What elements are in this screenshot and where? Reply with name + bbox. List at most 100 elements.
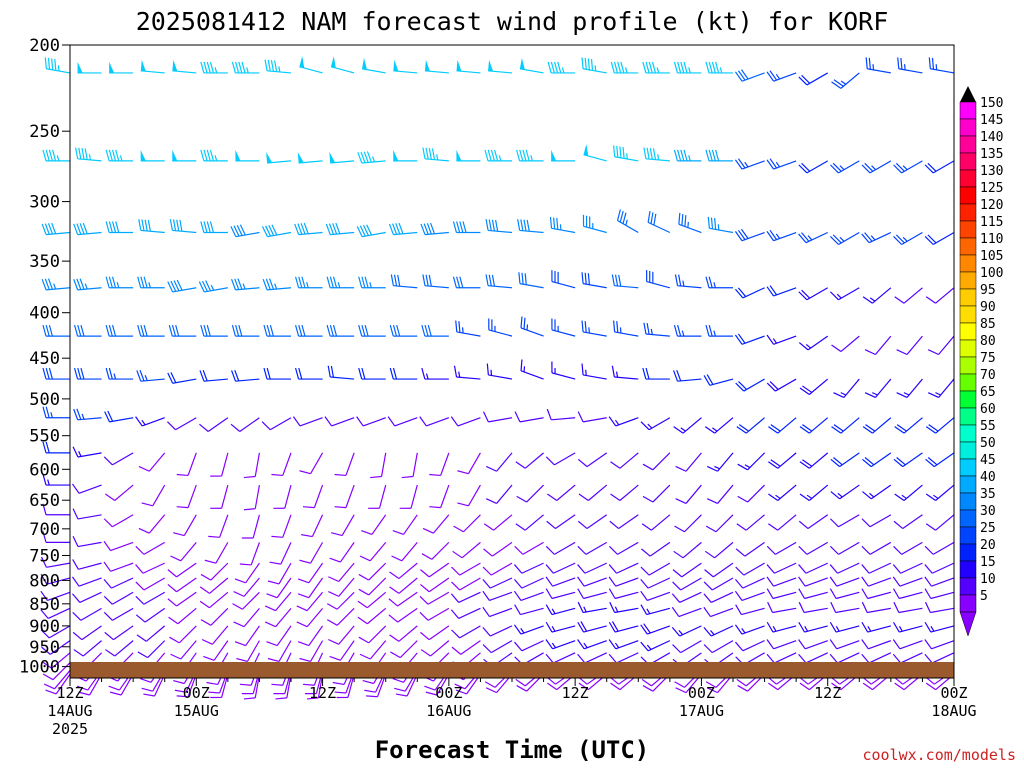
wind-barb xyxy=(766,652,797,664)
wind-barb xyxy=(399,484,418,509)
wind-barb xyxy=(829,588,860,600)
wind-barb xyxy=(329,152,355,164)
wind-barb xyxy=(513,562,544,574)
colorbar-cell xyxy=(959,594,977,613)
wind-barb xyxy=(551,361,576,380)
wind-barb xyxy=(894,417,923,434)
wind-barb xyxy=(234,562,260,584)
wind-barb xyxy=(357,607,387,625)
colorbar-label: 150 xyxy=(980,96,1003,111)
wind-barb xyxy=(294,222,323,236)
wind-barb xyxy=(925,287,955,304)
wind-barb xyxy=(829,231,860,246)
wind-barb xyxy=(135,562,165,574)
wind-barb xyxy=(768,514,797,531)
wind-barb xyxy=(361,514,387,536)
wind-barb xyxy=(103,577,134,589)
wind-barb xyxy=(456,59,481,74)
wind-barb xyxy=(829,562,860,574)
wind-barb xyxy=(356,224,386,238)
colorbar-label: 10 xyxy=(980,572,996,587)
wind-barb xyxy=(198,280,228,293)
colorbar-label: 70 xyxy=(980,368,996,383)
wind-barb xyxy=(581,363,607,380)
colorbar-cell xyxy=(959,424,977,443)
wind-barb xyxy=(166,417,197,431)
y-tick-label: 750 xyxy=(29,546,60,566)
wind-barb xyxy=(862,417,892,434)
wind-barb xyxy=(421,367,449,380)
x-tick-label: 12Z xyxy=(562,684,589,702)
wind-barb xyxy=(734,228,765,242)
wind-barb xyxy=(546,514,576,530)
wind-barb xyxy=(140,149,165,162)
wind-barb xyxy=(419,591,450,605)
colorbar-cell xyxy=(959,390,977,409)
wind-barb xyxy=(453,514,481,533)
wind-barb xyxy=(545,541,576,555)
colorbar-label: 45 xyxy=(980,453,996,468)
wind-barb xyxy=(577,514,608,530)
wind-barb xyxy=(167,577,197,593)
x-tick-label: 2025 xyxy=(52,720,88,738)
wind-barb xyxy=(551,149,576,162)
wind-barb xyxy=(231,369,260,382)
wind-barb xyxy=(200,221,228,234)
wind-barb xyxy=(893,231,923,246)
wind-barb xyxy=(294,324,323,337)
wind-barb xyxy=(299,640,324,662)
colorbar-cell xyxy=(959,356,977,375)
wind-barb xyxy=(141,484,166,507)
wind-barb xyxy=(176,452,197,477)
wind-barb xyxy=(43,670,71,690)
wind-barb xyxy=(798,514,829,530)
wind-barb xyxy=(703,374,734,386)
wind-barb xyxy=(388,607,418,623)
wind-barb xyxy=(330,56,355,74)
colorbar-label: 65 xyxy=(980,385,996,400)
wind-barb xyxy=(262,278,292,291)
wind-barb xyxy=(577,621,607,633)
wind-barb xyxy=(389,367,418,380)
wind-barb xyxy=(674,274,702,289)
wind-barb xyxy=(798,562,828,574)
wind-barb xyxy=(361,57,386,74)
colorbar-label: 80 xyxy=(980,334,996,349)
wind-barb xyxy=(393,59,418,74)
x-tick-label: 14AUG xyxy=(47,702,92,720)
wind-barb xyxy=(545,621,576,633)
wind-barb xyxy=(703,640,734,654)
wind-barb xyxy=(297,625,324,647)
wind-barb xyxy=(610,484,639,501)
wind-barb xyxy=(203,640,229,661)
colorbar-cell xyxy=(959,203,977,222)
wind-barb xyxy=(577,588,607,600)
colorbar-label: 30 xyxy=(980,504,996,519)
wind-barb xyxy=(675,484,702,504)
wind-barb xyxy=(261,417,292,431)
wind-barb xyxy=(892,621,923,633)
wind-barb xyxy=(833,378,860,399)
wind-barb xyxy=(894,484,923,501)
x-tick-label: 00Z xyxy=(183,684,210,702)
colorbar-cell xyxy=(959,101,977,120)
y-tick-label: 350 xyxy=(29,252,60,272)
wind-barb xyxy=(545,452,576,466)
wind-barb xyxy=(234,625,260,647)
wind-barb xyxy=(861,231,892,244)
wind-barb xyxy=(40,607,71,620)
wind-barb xyxy=(455,320,481,337)
wind-barb xyxy=(640,590,671,602)
wind-barb xyxy=(829,639,860,650)
y-tick-label: 450 xyxy=(29,349,60,369)
wind-barb xyxy=(71,576,102,587)
wind-barb xyxy=(514,604,544,616)
wind-barb xyxy=(450,416,481,427)
wind-barb xyxy=(515,514,544,531)
colorbar-label: 90 xyxy=(980,300,996,315)
wind-barb xyxy=(861,639,892,650)
wind-barb xyxy=(518,272,544,289)
wind-barb xyxy=(358,367,386,380)
wind-barb xyxy=(334,484,355,509)
